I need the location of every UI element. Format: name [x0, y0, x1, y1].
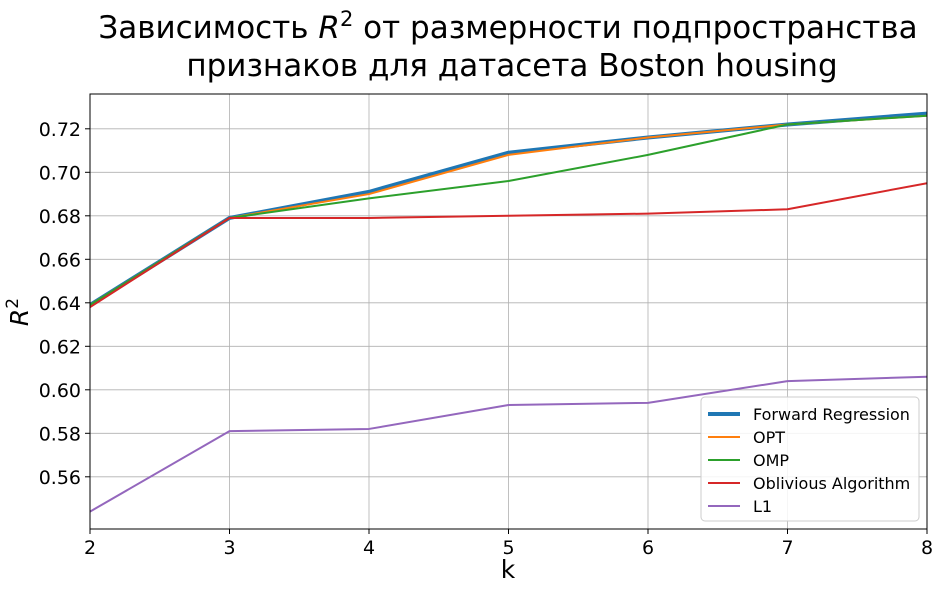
y-tick-label: 0.72: [39, 119, 81, 141]
axis-ticks: 2 3 4 5 6 7 8 0.56 0.58 0.60 0.62 0.64 0.66 0.68 0.70 0…: [39, 119, 933, 559]
legend: Forward Regression OPT OMP Oblivious Algori…: [700, 396, 920, 522]
x-tick-label: 2: [84, 537, 96, 559]
legend-label-opt: OPT: [753, 428, 785, 447]
y-tick-label: 0.62: [39, 336, 81, 358]
chart-title-line2: признаков для датасета Boston housing: [186, 48, 837, 84]
legend-label-omp: OMP: [753, 451, 789, 470]
legend-label-oblivious-algorithm: Oblivious Algorithm: [753, 474, 910, 493]
x-tick-label: 5: [502, 537, 514, 559]
y-tick-label: 0.60: [39, 380, 81, 402]
y-tick-label: 0.66: [39, 249, 81, 271]
y-tick-label: 0.58: [39, 423, 81, 445]
legend-label-forward-regression: Forward Regression: [753, 405, 910, 424]
legend-box: [700, 396, 920, 522]
series-lines: [90, 111, 927, 513]
y-tick-label: 0.70: [39, 162, 81, 184]
x-tick-label: 3: [223, 537, 235, 559]
series-line-oblivious-algorithm: [90, 182, 927, 308]
x-tick-label: 4: [363, 537, 375, 559]
x-tick-label: 6: [642, 537, 654, 559]
y-tick-label: 0.56: [39, 467, 81, 489]
y-tick-label: 0.64: [39, 293, 81, 315]
series-line-l1: [90, 375, 927, 513]
y-axis-label: R2: [3, 298, 34, 326]
x-tick-label: 7: [781, 537, 793, 559]
chart-title-line1: Зависимость R2 от размерности подпростра…: [98, 7, 917, 46]
y-tick-label: 0.68: [39, 206, 81, 228]
legend-label-l1: L1: [753, 497, 772, 516]
x-axis-label: k: [501, 555, 516, 584]
x-tick-label: 8: [921, 537, 933, 559]
